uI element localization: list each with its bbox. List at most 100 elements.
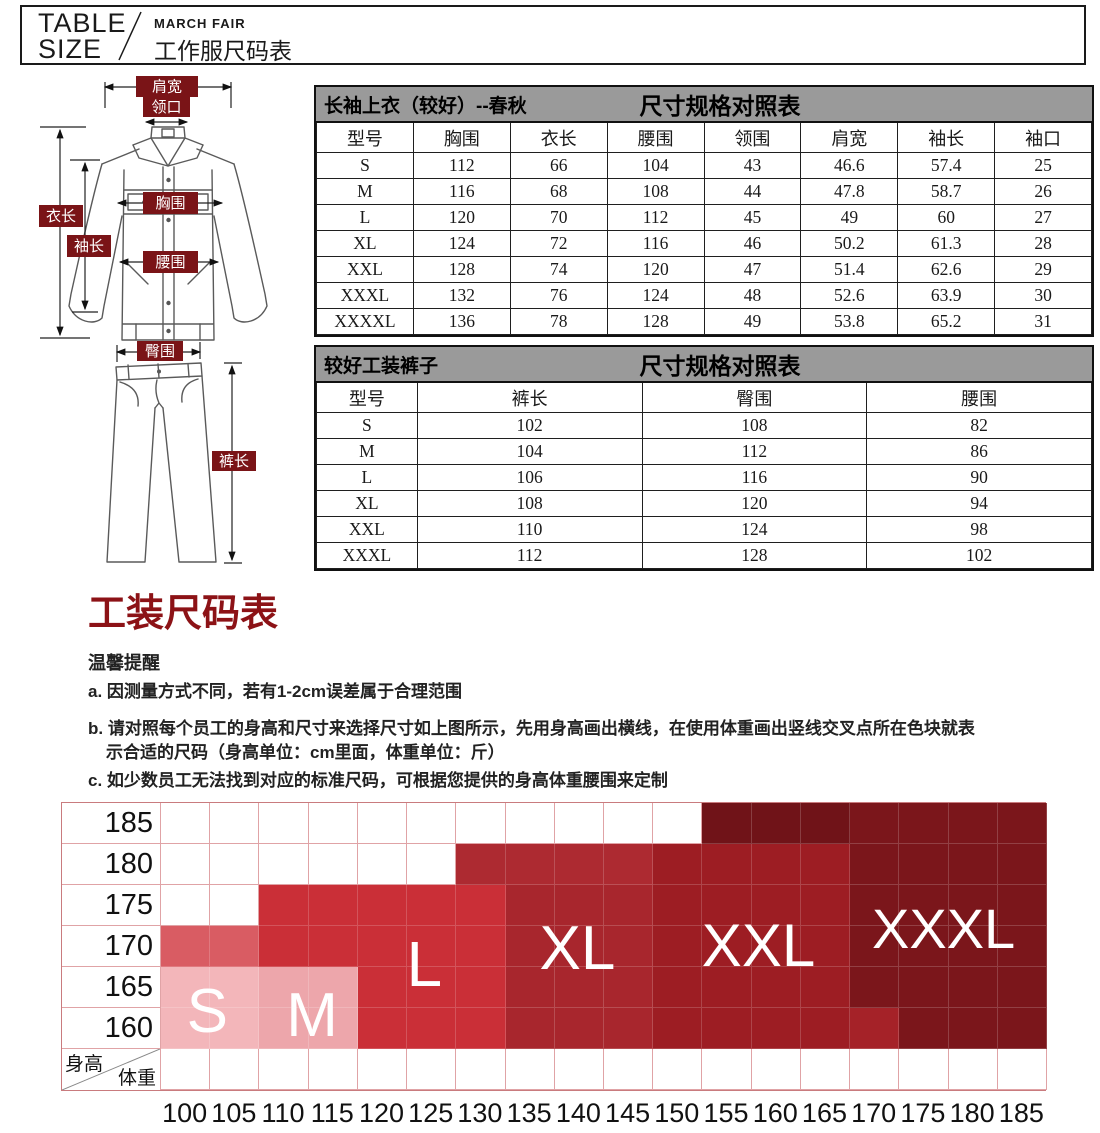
diagonal-divider-icon (61, 1048, 161, 1091)
heatmap-cell (161, 803, 211, 844)
heatmap-cell (505, 1049, 555, 1090)
heatmap-cell (554, 885, 604, 926)
heatmap-cell (653, 967, 703, 1008)
jacket-size-table: 型号 胸围 衣长 腰围 领围 肩宽 袖长 袖口 S 112 66 104 43 46.6 57.4 25 M 11… (316, 121, 1092, 335)
table-cell: 72 (509, 230, 608, 257)
y-tick-label: 160 (62, 1008, 161, 1049)
measurement-labels: 肩宽 领口 衣长 袖长 胸围 腰围 臀围 裤长 (39, 76, 256, 471)
x-tick-label: 115 (310, 1098, 354, 1128)
size-region-label: XXXL (871, 896, 1016, 960)
heatmap-cell (603, 967, 654, 1008)
notes-block: 温馨提醒 a. 因测量方式不同，若有1-2cm误差属于合理范围 b. 请对照每个… (88, 652, 1028, 792)
table-cell: 74 (509, 256, 608, 283)
table-cell: 44 (703, 178, 802, 205)
table-row: S 102 108 82 (316, 412, 1092, 439)
heatmap-cell (407, 885, 457, 926)
table-cell: S (316, 412, 418, 439)
jacket-table-title: 长袖上衣（较好）--春秋 (324, 95, 527, 117)
table-cell: 70 (509, 204, 608, 231)
heatmap-cell (210, 1049, 260, 1090)
heatmap-cell (997, 885, 1047, 926)
table-cell: S (316, 152, 414, 179)
y-axis-label: 身高 (65, 1054, 104, 1075)
table-cell: 116 (412, 178, 511, 205)
heatmap-cell (505, 844, 555, 885)
heatmap-cell (850, 1049, 900, 1090)
label-shoulder-width: 肩宽 (152, 79, 182, 96)
heatmap-cell (161, 1008, 211, 1049)
column-header: 肩宽 (800, 121, 899, 153)
table-cell: L (316, 204, 414, 231)
table-cell: 136 (412, 308, 511, 335)
table-cell: XL (316, 490, 418, 517)
x-tick-label: 120 (358, 1098, 405, 1128)
table-cell: 128 (641, 542, 868, 569)
heatmap-cell (259, 1008, 309, 1049)
heatmap-x-axis: 100 105 110 115 120 125 130 135 140 145 150 155 160 1… (61, 1098, 1046, 1129)
heatmap-cell (899, 1049, 949, 1090)
heatmap-cell (259, 967, 309, 1008)
x-tick-label: 150 (654, 1098, 700, 1128)
heatmap-cell (702, 844, 752, 885)
heatmap-cell (161, 1049, 211, 1090)
heatmap-cell (899, 926, 949, 967)
table-row: XXXXL 136 78 128 49 53.8 65.2 31 (316, 308, 1092, 335)
heatmap-cell (210, 803, 260, 844)
y-tick-label: 185 (62, 803, 161, 844)
heatmap-cell (456, 885, 506, 926)
heatmap-cell (800, 967, 851, 1008)
column-header: 胸围 (412, 121, 511, 153)
table-cell: 110 (416, 516, 643, 543)
label-pants-length: 裤长 (219, 453, 249, 470)
table-row: M 104 112 86 (316, 438, 1092, 465)
heatmap-cell (653, 1008, 703, 1049)
heatmap-cell (554, 967, 604, 1008)
heatmap-cell (800, 885, 851, 926)
label-sleeve-length: 袖长 (74, 238, 104, 255)
heatmap-cell (407, 803, 457, 844)
y-tick-label: 170 (62, 926, 161, 967)
heatmap-cell (751, 967, 801, 1008)
heatmap-cell (407, 926, 457, 967)
table-cell: 30 (994, 282, 1092, 309)
table-cell: XXL (316, 256, 414, 283)
heatmap-cell (800, 1008, 851, 1049)
heatmap-cell (308, 885, 358, 926)
brand-line-2: SIZE (38, 34, 103, 64)
heatmap-cell (751, 844, 801, 885)
table-cell: 29 (994, 256, 1092, 283)
heatmap-cell (948, 1008, 998, 1049)
column-header: 型号 (316, 381, 418, 413)
table-cell: 60 (897, 204, 996, 231)
table-cell: XXL (316, 516, 418, 543)
table-cell: 94 (866, 490, 1092, 517)
heatmap-cell (407, 1008, 457, 1049)
heatmap-cell (456, 1008, 506, 1049)
table-cell: 108 (641, 412, 868, 439)
header-subtitle-en: MARCH FAIR (154, 16, 246, 31)
table-header-row: 型号 胸围 衣长 腰围 领围 肩宽 袖长 袖口 (316, 121, 1092, 153)
pants-table-subtitle: 尺寸规格对照表 (639, 353, 801, 379)
table-cell: 124 (641, 516, 868, 543)
table-row: L 106 116 90 (316, 464, 1092, 491)
table-cell: 47.8 (800, 178, 899, 205)
table-cell: 104 (416, 438, 643, 465)
heatmap-cell (948, 926, 998, 967)
heatmap-cell (456, 1049, 506, 1090)
x-axis-label: 体重 (117, 1068, 156, 1089)
measurement-lines (40, 82, 242, 564)
heatmap-cell (800, 1049, 851, 1090)
table-cell: 78 (509, 308, 608, 335)
x-tick-label: 145 (605, 1098, 651, 1128)
table-cell: 112 (416, 542, 643, 569)
heatmap-cell (554, 803, 604, 844)
heatmap-cell (456, 844, 506, 885)
table-cell: 46 (703, 230, 802, 257)
table-cell: 132 (412, 282, 511, 309)
y-tick-label: 180 (62, 844, 161, 885)
table-cell: 120 (412, 204, 511, 231)
table-cell: XL (316, 230, 414, 257)
heatmap-cell (653, 844, 703, 885)
column-header: 臀围 (641, 381, 868, 413)
